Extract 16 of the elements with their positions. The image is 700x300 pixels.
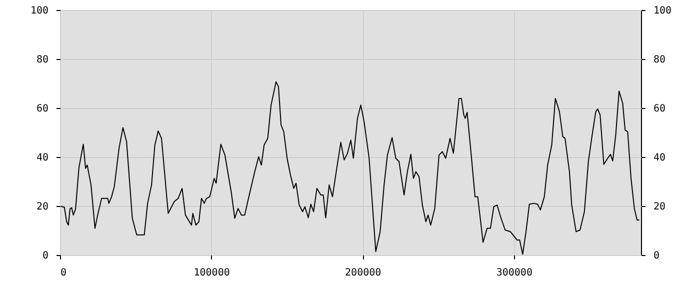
y-tick-label: 100 [30,6,48,16]
x-tick-label: 200000 [345,268,382,278]
x-tick-label: 0 [60,268,67,278]
y-tick-label: 40 [36,152,48,164]
y2-tick-label: 0 [654,250,660,262]
y2-tick-label: 80 [654,54,666,66]
y2-tick-label: 40 [654,152,666,164]
y-tick-label: 0 [42,250,48,262]
x-tick-label: 300000 [496,268,532,278]
y-tick-label: 20 [36,202,48,212]
y-tick-label: 80 [36,54,48,66]
x-tick-label: 100000 [194,268,230,278]
y2-tick-label: 100 [654,6,672,16]
y2-tick-label: 60 [654,104,666,114]
y2-tick-label: 20 [654,202,666,212]
y-tick-label: 60 [36,104,48,114]
